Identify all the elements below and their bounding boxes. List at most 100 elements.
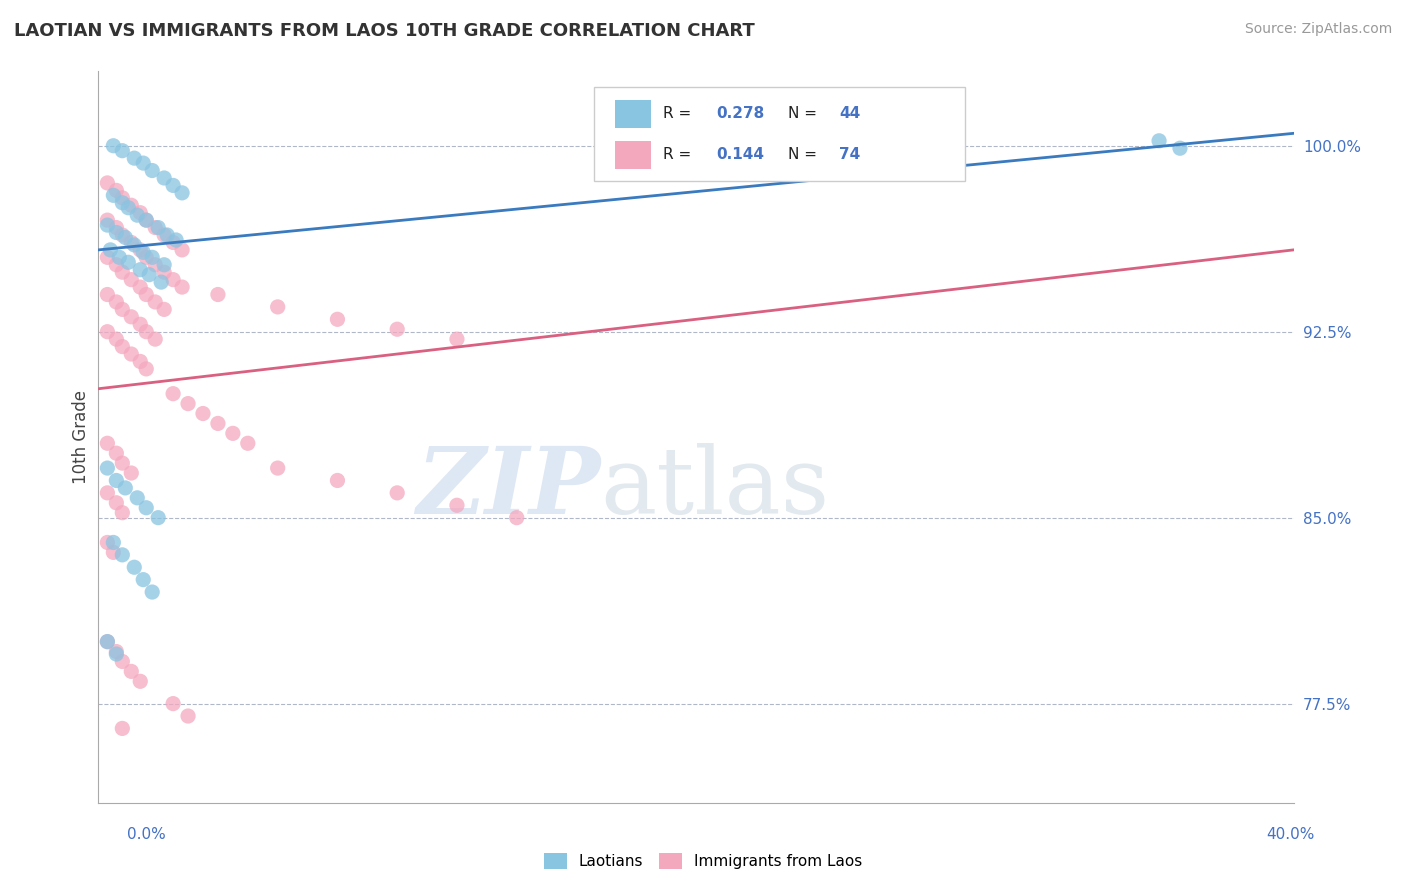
Point: [111, 340, 134, 354]
Point: [153, 171, 176, 186]
Point: [120, 347, 142, 361]
Point: [143, 332, 166, 346]
Point: [96, 176, 118, 190]
Point: [105, 332, 128, 346]
Point: [105, 183, 128, 197]
Point: [172, 280, 194, 294]
Point: [96, 634, 118, 648]
Point: [96, 486, 118, 500]
Point: [141, 585, 163, 599]
Point: [138, 268, 160, 282]
Point: [132, 156, 155, 170]
Point: [120, 235, 142, 250]
Point: [127, 208, 149, 222]
Point: [141, 163, 163, 178]
FancyBboxPatch shape: [614, 100, 651, 128]
Point: [129, 243, 152, 257]
Text: R =: R =: [662, 106, 696, 121]
Point: [135, 500, 157, 515]
Point: [117, 255, 139, 269]
Point: [153, 265, 176, 279]
Point: [177, 709, 200, 723]
Point: [132, 245, 155, 260]
Point: [111, 191, 134, 205]
Y-axis label: 10th Grade: 10th Grade: [72, 390, 90, 484]
Point: [156, 227, 179, 242]
Point: [111, 456, 134, 470]
Point: [124, 560, 146, 574]
Text: 40.0%: 40.0%: [1267, 827, 1315, 841]
Text: N =: N =: [787, 147, 823, 162]
Point: [148, 220, 170, 235]
Point: [153, 302, 176, 317]
Point: [96, 213, 118, 227]
Point: [124, 238, 146, 252]
Point: [267, 300, 290, 314]
Point: [114, 230, 136, 244]
Point: [105, 226, 128, 240]
Point: [207, 287, 229, 301]
Point: [172, 186, 194, 200]
Point: [111, 144, 134, 158]
Point: [236, 436, 259, 450]
Point: [135, 287, 157, 301]
Point: [135, 213, 157, 227]
Point: [105, 446, 128, 460]
Point: [120, 466, 142, 480]
Point: [108, 250, 131, 264]
Point: [111, 722, 134, 736]
FancyBboxPatch shape: [595, 87, 965, 181]
Point: [111, 195, 134, 210]
Point: [162, 697, 184, 711]
Point: [385, 486, 409, 500]
Point: [148, 510, 170, 524]
Point: [172, 243, 194, 257]
Point: [267, 461, 290, 475]
Point: [120, 665, 142, 679]
Point: [105, 496, 128, 510]
Point: [105, 644, 128, 658]
Point: [162, 235, 184, 250]
Point: [135, 250, 157, 264]
Point: [129, 280, 152, 294]
Text: LAOTIAN VS IMMIGRANTS FROM LAOS 10TH GRADE CORRELATION CHART: LAOTIAN VS IMMIGRANTS FROM LAOS 10TH GRA…: [14, 22, 755, 40]
Point: [129, 205, 152, 219]
Point: [446, 332, 468, 346]
Point: [129, 354, 152, 368]
Point: [177, 396, 200, 410]
Point: [105, 474, 128, 488]
Point: [1147, 134, 1170, 148]
Text: 0.278: 0.278: [716, 106, 765, 121]
Text: N =: N =: [787, 106, 823, 121]
Point: [98, 243, 122, 257]
Point: [96, 436, 118, 450]
Point: [129, 262, 152, 277]
Text: 74: 74: [839, 147, 860, 162]
Point: [96, 535, 118, 549]
Text: ZIP: ZIP: [416, 443, 600, 533]
Point: [446, 498, 468, 512]
Point: [326, 312, 349, 326]
Point: [105, 220, 128, 235]
Legend: Laotians, Immigrants from Laos: Laotians, Immigrants from Laos: [537, 847, 869, 875]
Point: [150, 275, 173, 289]
Point: [135, 325, 157, 339]
Point: [111, 506, 134, 520]
Point: [132, 573, 155, 587]
Point: [129, 674, 152, 689]
Point: [143, 295, 166, 310]
Point: [111, 227, 134, 242]
Point: [103, 188, 125, 202]
Point: [222, 426, 245, 441]
Point: [111, 548, 134, 562]
FancyBboxPatch shape: [614, 141, 651, 169]
Point: [127, 491, 149, 505]
Point: [143, 258, 166, 272]
Point: [96, 218, 118, 232]
Point: [120, 198, 142, 212]
Point: [111, 655, 134, 669]
Point: [105, 295, 128, 310]
Point: [143, 220, 166, 235]
Point: [117, 201, 139, 215]
Point: [162, 272, 184, 286]
